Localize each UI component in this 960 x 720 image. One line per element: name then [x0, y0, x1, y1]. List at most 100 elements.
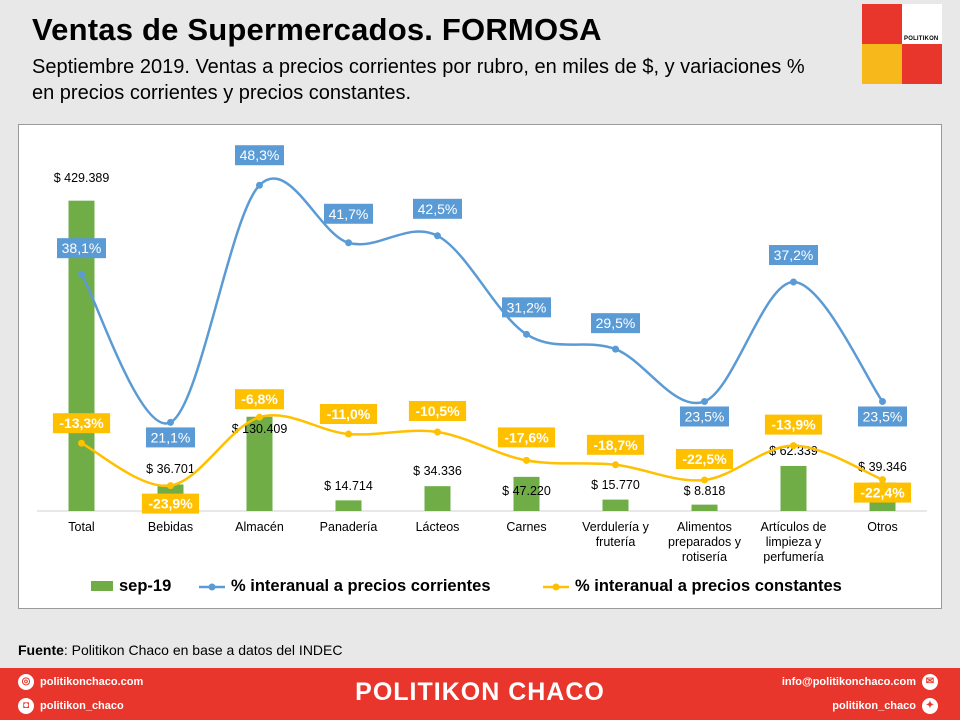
footer-instagram[interactable]: ◘ politikon_chaco	[18, 698, 124, 714]
chart-subtitle: Septiembre 2019. Ventas a precios corrie…	[32, 56, 805, 104]
bar-value-label-3: $ 14.714	[324, 479, 373, 493]
chart-title: Ventas de Supermercados. FORMOSA	[32, 12, 602, 47]
corrientes-label-box-1	[146, 427, 195, 448]
bar-3	[335, 500, 362, 511]
legend-marker-corrientes	[208, 583, 216, 591]
logo-text: POLITIKON	[904, 36, 939, 42]
footer-web[interactable]: ◎ politikonchaco.com	[18, 674, 143, 690]
corrientes-label-1: 21,1%	[151, 429, 191, 445]
bar-value-label-4: $ 34.336	[413, 464, 462, 478]
corrientes-point-4	[434, 232, 441, 240]
constantes-label-box-6	[586, 434, 645, 455]
footer-email-text: info@politikonchaco.com	[781, 676, 916, 688]
constantes-point-0	[78, 439, 85, 447]
corrientes-label-box-6	[591, 313, 640, 334]
legend-marker-constantes	[552, 583, 560, 591]
constantes-point-6	[612, 461, 619, 469]
bar-2	[246, 416, 273, 511]
constantes-label-box-8	[764, 414, 823, 435]
source-label: Fuente	[18, 642, 64, 658]
constantes-label-4: -10,5%	[415, 403, 460, 419]
constantes-label-box-1	[141, 493, 200, 514]
mail-icon: ✉	[922, 674, 938, 690]
bar-5	[513, 476, 540, 511]
corrientes-label-box-8	[769, 245, 818, 266]
corrientes-point-2	[256, 181, 263, 189]
instagram-icon: ◘	[18, 698, 34, 714]
constantes-label-9: -22,4%	[860, 485, 905, 501]
category-label-5-0: Carnes	[506, 520, 546, 534]
footer-email[interactable]: info@politikonchaco.com ✉	[782, 674, 938, 690]
footer-instagram-text: politikon_chaco	[40, 700, 124, 712]
constantes-point-5	[523, 456, 530, 464]
category-label-1-0: Bebidas	[148, 520, 193, 534]
footer-twitter[interactable]: politikon_chaco ✦	[832, 698, 938, 714]
constantes-point-7	[701, 476, 708, 484]
corrientes-label-0: 38,1%	[62, 240, 102, 256]
constantes-point-8	[790, 442, 797, 450]
constantes-label-box-7	[675, 449, 734, 469]
constantes-label-5: -17,6%	[504, 429, 549, 445]
corrientes-point-1	[167, 418, 174, 426]
category-label-8-2: perfumería	[763, 550, 823, 564]
category-label-8-1: limpieza y	[766, 535, 822, 549]
corrientes-label-box-7	[680, 406, 729, 427]
category-label-7-1: preparados y	[668, 535, 742, 549]
constantes-label-3: -11,0%	[327, 406, 371, 422]
constantes-label-box-3	[319, 404, 378, 424]
category-label-6-1: frutería	[596, 535, 636, 549]
category-label-7-0: Alimentos	[677, 520, 732, 534]
constantes-label-0: -13,3%	[59, 415, 104, 431]
corrientes-point-7	[701, 397, 708, 405]
globe-icon: ◎	[18, 674, 34, 690]
category-label-4-0: Lácteos	[416, 520, 460, 534]
constantes-label-box-9	[853, 482, 912, 503]
constantes-label-7: -22,5%	[682, 451, 727, 467]
corrientes-label-7: 23,5%	[685, 408, 725, 424]
footer-bar: ◎ politikonchaco.com ◘ politikon_chaco P…	[0, 668, 960, 720]
constantes-point-9	[879, 476, 886, 484]
corrientes-label-9: 23,5%	[863, 408, 903, 424]
corrientes-label-box-0	[57, 238, 106, 259]
constantes-label-8: -13,9%	[771, 417, 816, 433]
politikon-logo: POLITIKON	[862, 4, 942, 84]
corrientes-label-3: 41,7%	[329, 206, 369, 222]
corrientes-label-box-3	[324, 203, 373, 224]
bar-7	[691, 504, 718, 511]
constantes-label-box-0	[52, 413, 111, 434]
corrientes-label-4: 42,5%	[418, 201, 458, 217]
constantes-label-box-2	[235, 389, 284, 410]
footer-web-text: politikonchaco.com	[40, 676, 144, 688]
twitter-icon: ✦	[922, 698, 938, 714]
corrientes-label-8: 37,2%	[774, 247, 814, 263]
bar-4	[424, 486, 451, 511]
corrientes-label-5: 31,2%	[507, 299, 547, 315]
constantes-label-box-5	[497, 427, 556, 448]
corrientes-label-box-9	[858, 406, 907, 427]
constantes-point-2	[256, 413, 263, 421]
corrientes-point-0	[78, 270, 85, 278]
constantes-point-4	[434, 428, 441, 436]
bar-value-label-5: $ 47.220	[502, 484, 551, 498]
bar-value-label-0: $ 429.389	[54, 171, 110, 185]
bar-6	[602, 499, 629, 511]
corrientes-label-2: 48,3%	[240, 147, 280, 163]
source-note: Fuente: Politikon Chaco en base a datos …	[18, 642, 343, 658]
bar-value-label-6: $ 15.770	[591, 478, 640, 492]
category-label-8-0: Artículos de	[760, 520, 826, 534]
constantes-line	[80, 414, 883, 487]
corrientes-line	[80, 177, 884, 425]
bar-value-label-9: $ 39.346	[858, 460, 907, 474]
bar-value-label-7: $ 8.818	[684, 484, 726, 498]
corrientes-point-8	[790, 278, 797, 286]
corrientes-point-5	[523, 330, 530, 338]
category-label-3-0: Panadería	[320, 520, 378, 534]
bar-8	[780, 465, 807, 511]
constantes-point-1	[167, 482, 174, 490]
corrientes-label-box-4	[413, 198, 462, 219]
legend-label-corrientes: % interanual a precios corrientes	[231, 577, 491, 595]
constantes-label-box-4	[408, 401, 467, 421]
legend-swatch-bar	[91, 581, 113, 591]
legend-label-bar: sep-19	[119, 577, 171, 595]
corrientes-label-box-5	[502, 297, 551, 318]
